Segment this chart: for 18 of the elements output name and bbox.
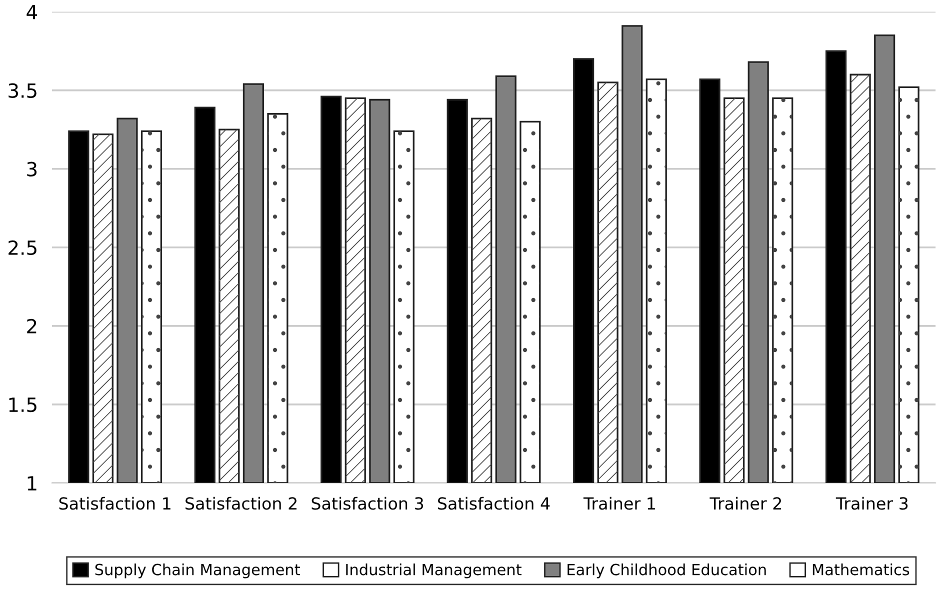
y-tick-label: 3.5 (8, 83, 36, 98)
x-tick-label: Trainer 2 (710, 496, 782, 510)
y-tick-label: 1 (28, 476, 36, 490)
x-tick-label: Satisfaction 2 (186, 496, 296, 510)
x-tick-label: Trainer 3 (836, 496, 908, 510)
x-tick-label: Trainer 1 (583, 496, 655, 510)
y-tick-label: 2.5 (8, 240, 36, 256)
y-tick-label: 3 (27, 162, 37, 177)
x-tick-label: Satisfaction 4 (438, 496, 550, 510)
x-tick-label: Satisfaction 3 (312, 496, 424, 510)
x-tick-label: Satisfaction 1 (59, 496, 170, 510)
legend-label: Industrial Management (346, 564, 522, 578)
y-tick-label: 4 (26, 4, 37, 20)
y-tick-label: 1.5 (9, 398, 36, 412)
legend-label: Supply Chain Management (95, 564, 300, 578)
y-tick-label: 2 (27, 318, 36, 334)
legend-label: Mathematics (812, 564, 910, 576)
legend-label: Early Childhood Education (568, 564, 766, 578)
